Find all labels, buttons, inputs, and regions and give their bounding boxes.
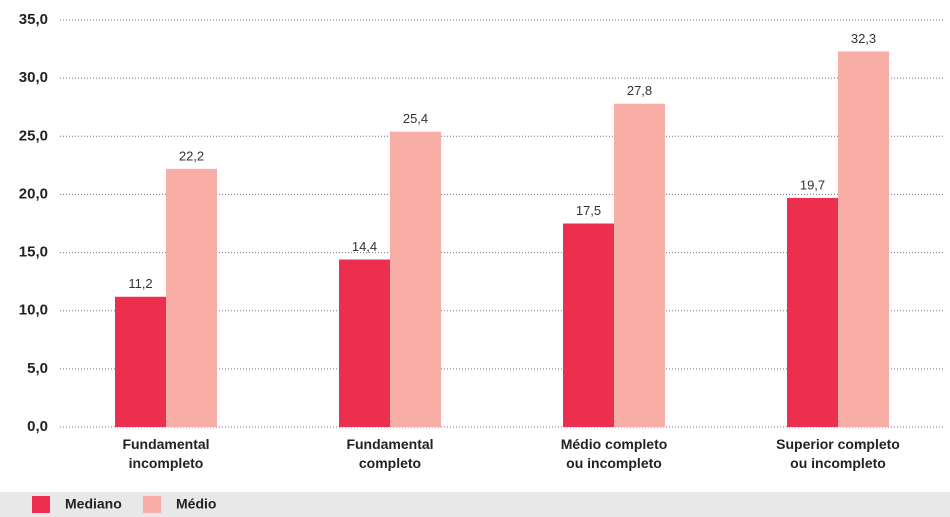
y-tick-label: 0,0 <box>27 418 48 435</box>
y-tick-label: 35,0 <box>19 11 48 28</box>
legend-label: Mediano <box>65 496 122 512</box>
legend-label: Médio <box>176 496 216 512</box>
value-label: 19,7 <box>800 177 825 192</box>
y-tick-label: 5,0 <box>27 360 48 377</box>
value-label: 32,3 <box>851 31 876 46</box>
bar <box>563 223 614 427</box>
x-tick-label: Fundamental completo <box>346 436 433 471</box>
y-tick-label: 25,0 <box>19 127 48 144</box>
bar <box>166 168 217 428</box>
bar <box>614 103 665 428</box>
bar <box>838 51 889 427</box>
x-tick-label: Fundamental incompleto <box>122 436 209 471</box>
y-tick-label: 20,0 <box>19 185 48 202</box>
y-tick-label: 30,0 <box>19 69 48 86</box>
legend-background <box>0 492 950 517</box>
bar <box>787 197 838 427</box>
bar <box>339 259 390 427</box>
legend-swatch <box>143 496 161 513</box>
legend-swatch <box>32 496 50 513</box>
bar <box>390 131 441 428</box>
value-label: 11,2 <box>128 276 152 291</box>
value-label: 25,4 <box>403 111 428 126</box>
x-tick-label: Superior completo ou incompleto <box>776 436 900 471</box>
value-label: 14,4 <box>352 239 377 254</box>
y-tick-label: 15,0 <box>19 244 48 261</box>
value-label: 17,5 <box>576 203 601 218</box>
bar <box>115 296 166 427</box>
value-label: 27,8 <box>627 83 652 98</box>
value-label: 22,2 <box>179 148 204 163</box>
y-tick-label: 10,0 <box>19 302 48 319</box>
x-tick-label: Médio completo ou incompleto <box>561 436 668 471</box>
